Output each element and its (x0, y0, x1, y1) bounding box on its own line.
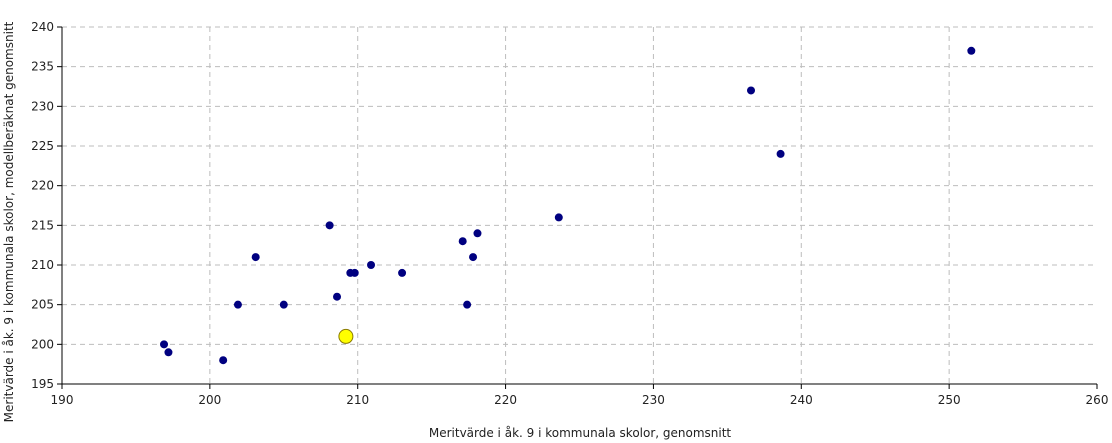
axes (57, 26, 1098, 389)
y-tick-label: 215 (31, 218, 54, 232)
tick-labels: 190 200 210 220 230 240 250 260 195 200 205 210 215 2… (31, 20, 1108, 407)
x-tick-label: 240 (790, 393, 813, 407)
data-point (233, 300, 242, 309)
x-tick-label: 260 (1086, 393, 1109, 407)
data-point (554, 213, 563, 222)
data-point (398, 268, 407, 277)
x-tick-label: 230 (642, 393, 665, 407)
data-points (160, 46, 976, 365)
y-tick-label: 240 (31, 20, 54, 34)
data-point (367, 261, 376, 269)
y-tick-label: 205 (31, 298, 54, 312)
y-tick-label: 220 (31, 179, 54, 193)
x-tick-label: 190 (51, 393, 74, 407)
x-axis-label: Meritvärde i åk. 9 i kommunala skolor, g… (429, 426, 732, 440)
data-point (469, 253, 478, 262)
y-tick-label: 200 (31, 337, 54, 351)
y-tick-label: 225 (31, 139, 54, 153)
data-point (325, 221, 334, 230)
data-point (473, 229, 482, 238)
data-point (747, 86, 756, 95)
data-point (776, 149, 785, 158)
grid-lines (62, 26, 1097, 384)
data-point (279, 300, 288, 309)
data-point (967, 46, 976, 55)
highlighted-data-point (338, 328, 354, 344)
data-point (350, 268, 359, 277)
y-axis-label: Meritvärde i åk. 9 i kommunala skolor, m… (2, 21, 16, 422)
y-tick-label: 235 (31, 60, 54, 74)
x-tick-label: 210 (346, 393, 369, 407)
data-point (458, 237, 467, 246)
data-point (219, 356, 228, 365)
x-tick-label: 250 (938, 393, 961, 407)
x-tick-label: 220 (494, 393, 517, 407)
data-point (164, 348, 173, 357)
data-point (333, 292, 342, 301)
data-point (463, 300, 472, 309)
y-tick-label: 230 (31, 99, 54, 113)
data-point (251, 253, 260, 262)
x-tick-label: 200 (198, 393, 221, 407)
data-point (160, 340, 169, 349)
y-tick-label: 195 (31, 377, 54, 391)
y-tick-label: 210 (31, 258, 54, 272)
